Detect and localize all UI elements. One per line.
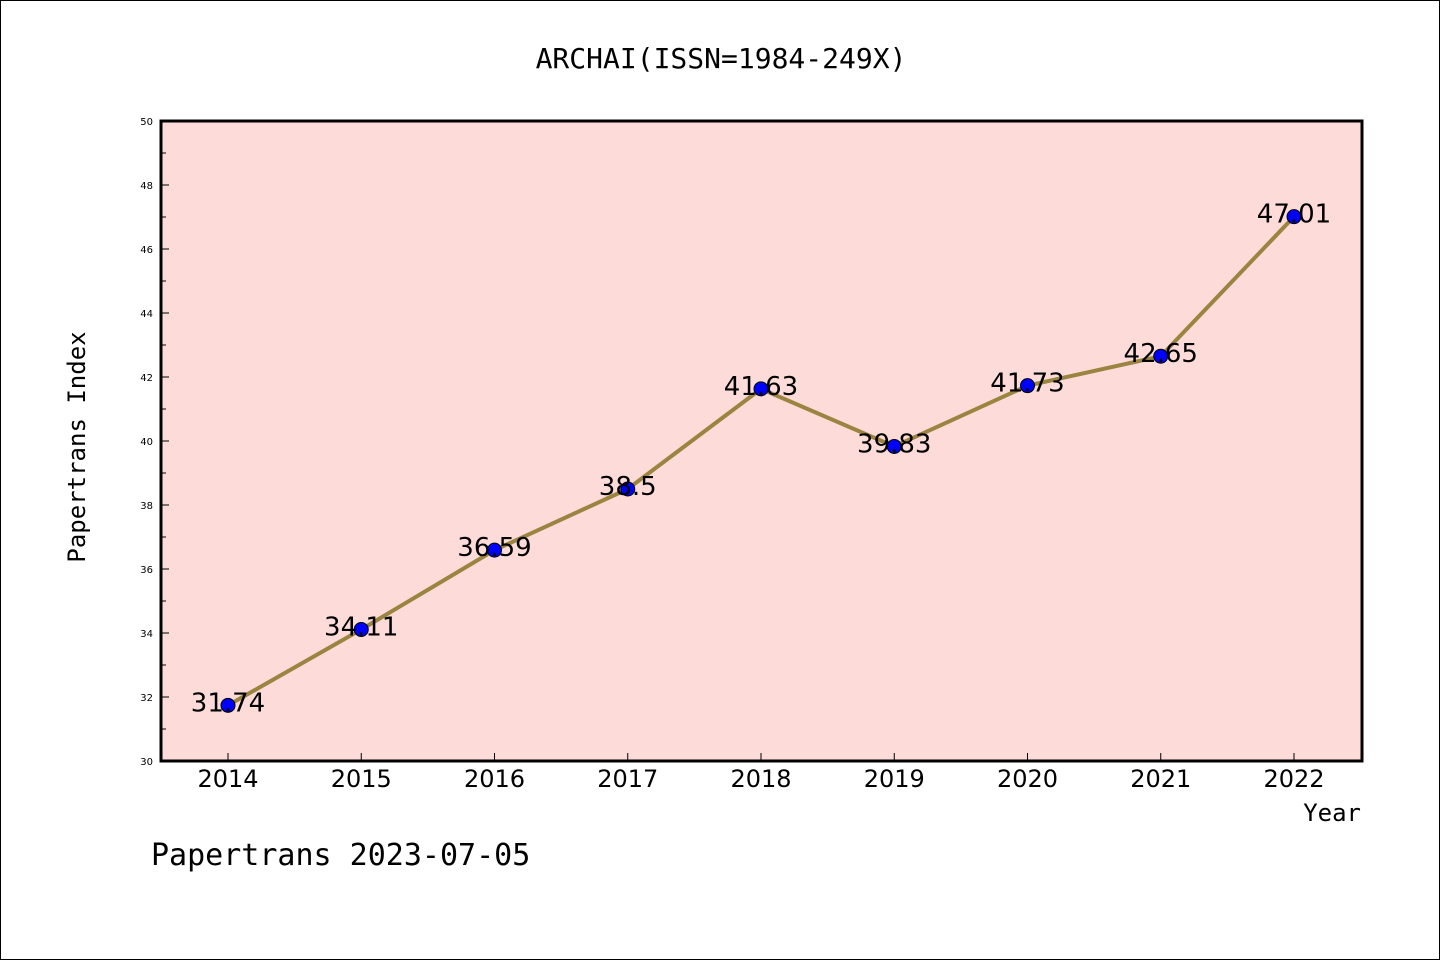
data-label: 39.83 bbox=[857, 429, 931, 459]
data-series bbox=[220, 209, 1302, 713]
data-point bbox=[753, 381, 769, 397]
y-tick-label: 46 bbox=[140, 245, 153, 256]
data-point bbox=[620, 481, 636, 497]
x-tick-label: 2020 bbox=[997, 765, 1058, 793]
data-point bbox=[886, 438, 902, 454]
plot-frame bbox=[159, 119, 1364, 763]
y-tick-label: 40 bbox=[140, 437, 153, 448]
y-tick-label: 48 bbox=[140, 181, 153, 192]
footer-date: Papertrans 2023-07-05 bbox=[151, 838, 530, 873]
y-tick-label: 38 bbox=[140, 501, 153, 512]
data-point bbox=[1153, 348, 1169, 364]
x-tick-label: 2015 bbox=[331, 765, 392, 793]
y-tick-label: 32 bbox=[140, 693, 153, 704]
data-point bbox=[220, 697, 236, 713]
x-tick-label: 2017 bbox=[597, 765, 658, 793]
plot-area bbox=[161, 121, 1362, 761]
data-label: 31.74 bbox=[191, 688, 265, 718]
y-tick-label: 42 bbox=[140, 373, 153, 384]
data-label: 47.01 bbox=[1257, 200, 1331, 230]
x-axis: 2014 2015 2016 2017 2018 2019 2020 2021 2022 bbox=[197, 753, 1325, 793]
chart-title: ARCHAI(ISSN=1984-249X) bbox=[536, 42, 907, 75]
x-axis-label: Year bbox=[1303, 799, 1361, 827]
y-tick-label: 30 bbox=[140, 757, 153, 768]
data-labels: 31.74 34.11 36.59 38.5 41.63 39.83 41.73 42.65 4… bbox=[191, 200, 1331, 719]
data-point bbox=[487, 542, 502, 558]
y-axis-label: Papertrans Index bbox=[63, 331, 91, 562]
x-tick-label: 2021 bbox=[1130, 765, 1191, 793]
data-point bbox=[353, 621, 369, 637]
data-point bbox=[1020, 378, 1035, 394]
data-label: 34.11 bbox=[324, 612, 398, 642]
y-tick-label: 44 bbox=[140, 309, 153, 320]
data-point bbox=[1286, 209, 1302, 225]
data-label: 38.5 bbox=[599, 472, 657, 502]
y-tick-label: 36 bbox=[140, 565, 153, 576]
data-label: 41.73 bbox=[990, 369, 1064, 399]
data-label: 41.63 bbox=[724, 372, 798, 402]
y-axis: 30 32 34 36 38 40 42 44 46 48 50 bbox=[140, 117, 169, 768]
x-tick-label: 2016 bbox=[464, 765, 525, 793]
y-tick-label: 50 bbox=[140, 117, 153, 128]
x-tick-label: 2014 bbox=[197, 765, 258, 793]
x-tick-label: 2022 bbox=[1263, 765, 1324, 793]
x-tick-label: 2018 bbox=[730, 765, 791, 793]
data-label: 42.65 bbox=[1124, 339, 1198, 369]
y-tick-label: 34 bbox=[140, 629, 153, 640]
x-tick-label: 2019 bbox=[864, 765, 925, 793]
data-label: 36.59 bbox=[457, 533, 531, 563]
